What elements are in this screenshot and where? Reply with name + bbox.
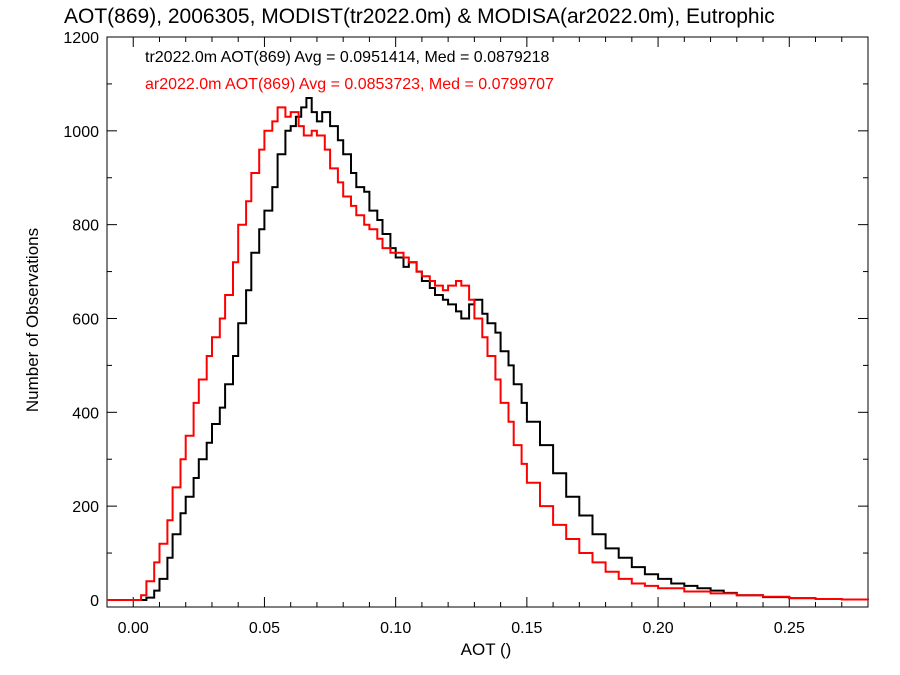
plot-frame — [106, 36, 869, 608]
series-line-tr2022.0m — [107, 97, 869, 601]
legend-entry-tr2022.0m: tr2022.0m AOT(869) Avg = 0.0951414, Med … — [145, 49, 550, 66]
plot-area — [106, 36, 869, 608]
y-tick-label: 800 — [72, 218, 99, 235]
legend: tr2022.0m AOT(869) Avg = 0.0951414, Med … — [145, 49, 554, 93]
y-tick-label: 200 — [72, 499, 99, 516]
x-tick-label: 0.25 — [774, 620, 805, 637]
x-tick-label: 0.10 — [380, 620, 411, 637]
x-tick-label: 0.20 — [642, 620, 673, 637]
y-tick-label: 400 — [72, 405, 99, 422]
y-tick-label: 1000 — [63, 124, 99, 141]
series-line-ar2022.0m — [107, 106, 869, 601]
x-tick-label: 0.00 — [118, 620, 149, 637]
x-tick-label: 0.05 — [249, 620, 280, 637]
y-tick-label: 600 — [72, 311, 99, 328]
chart-title: AOT(869), 2006305, MODIST(tr2022.0m) & M… — [64, 5, 775, 28]
x-axis-title: AOT () — [461, 640, 512, 659]
y-tick-label: 0 — [90, 593, 99, 610]
x-axis: 0.00 0.05 0.10 0.15 0.20 0.25 — [106, 37, 869, 637]
y-axis-title: Number of Observations — [23, 228, 42, 412]
series-group — [107, 97, 869, 601]
y-tick-label: 1200 — [63, 30, 99, 47]
legend-entry-ar2022.0m: ar2022.0m AOT(869) Avg = 0.0853723, Med … — [145, 76, 554, 93]
x-tick-label: 0.15 — [511, 620, 542, 637]
y-axis: 0 200 400 600 800 1000 1200 — [63, 30, 868, 610]
